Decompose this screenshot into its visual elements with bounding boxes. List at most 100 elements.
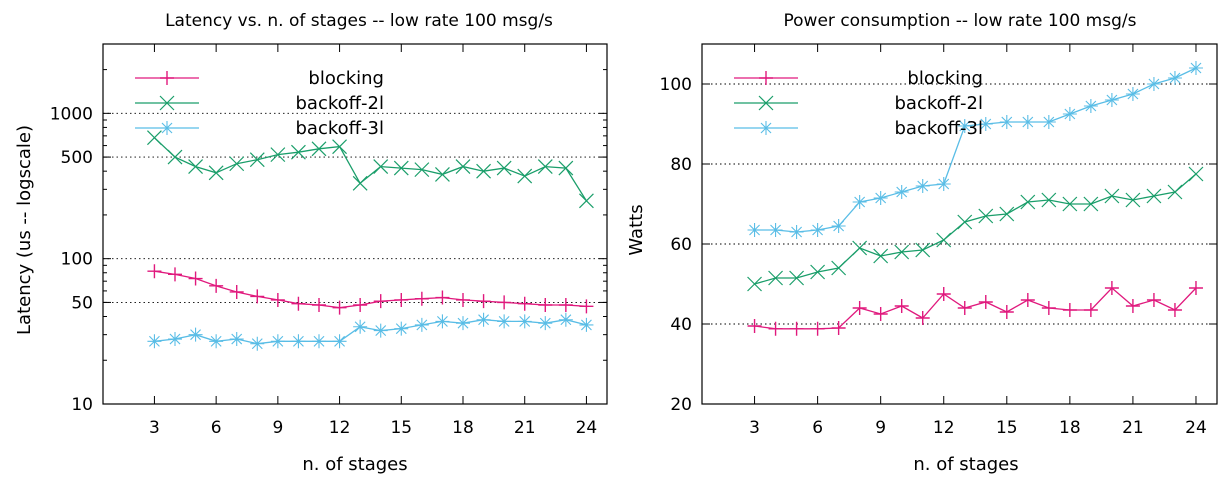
- x-tick-label: 18: [452, 418, 474, 438]
- chart-panel-2: Power consumption -- low rate 100 msg/s 2…: [626, 11, 1218, 475]
- x-tick-label: 12: [329, 418, 351, 438]
- series-backoff-2l: [747, 166, 1204, 292]
- data-point-backoff-3l: [1083, 99, 1098, 113]
- x-tick-label: 18: [1059, 418, 1081, 438]
- y-tick-label: 20: [670, 395, 692, 415]
- x-tick-label: 21: [514, 418, 536, 438]
- data-point-backoff-3l: [209, 334, 224, 349]
- data-point-backoff-3l: [852, 195, 867, 209]
- data-point-backoff-3l: [579, 317, 594, 332]
- data-point-backoff-2l: [249, 152, 265, 168]
- data-point-backoff-3l: [353, 319, 368, 334]
- data-point-blocking: [353, 297, 368, 312]
- y-axis-label: Watts: [626, 204, 647, 255]
- data-point-blocking: [558, 297, 573, 312]
- x-tick-label: 24: [576, 418, 598, 438]
- data-point-backoff-3l: [873, 191, 888, 205]
- data-point-backoff-3l: [789, 225, 804, 239]
- data-point-backoff-3l: [168, 332, 182, 347]
- data-point-blocking: [831, 321, 846, 335]
- x-tick-label: 3: [149, 418, 160, 438]
- data-point-blocking: [168, 267, 182, 282]
- data-point-backoff-2l: [455, 159, 471, 175]
- data-point-backoff-3l: [188, 327, 203, 342]
- data-point-backoff-2l: [393, 160, 409, 176]
- data-point-backoff-2l: [147, 130, 162, 146]
- data-point-backoff-2l: [1062, 196, 1078, 212]
- data-point-blocking: [915, 311, 930, 325]
- series-backoff-2l: [147, 130, 594, 209]
- data-point-blocking: [291, 296, 306, 311]
- data-point-backoff-2l: [915, 242, 931, 258]
- data-point-blocking: [810, 321, 825, 336]
- data-point-backoff-2l: [978, 208, 994, 224]
- data-point-blocking: [768, 321, 783, 336]
- data-point-backoff-3l: [936, 177, 951, 191]
- data-point-blocking: [1020, 293, 1035, 307]
- data-point-blocking: [1083, 303, 1098, 317]
- data-point-blocking: [538, 297, 553, 312]
- data-point-backoff-3l: [373, 323, 388, 338]
- x-axis-label: n. of stages: [913, 454, 1018, 475]
- data-point-backoff-2l: [810, 264, 826, 280]
- data-point-blocking: [1167, 303, 1182, 317]
- x-tick-label: 12: [933, 418, 955, 438]
- data-point-backoff-2l: [999, 206, 1015, 222]
- legend-marker-blocking: [160, 71, 174, 85]
- data-point-backoff-3l: [1041, 115, 1056, 129]
- data-point-blocking: [789, 321, 804, 336]
- x-tick-label: 9: [272, 418, 283, 438]
- data-point-backoff-3l: [915, 179, 930, 193]
- data-point-blocking: [270, 292, 285, 307]
- y-tick-label: 100: [660, 75, 692, 95]
- x-tick-label: 15: [390, 418, 412, 438]
- data-point-blocking: [435, 290, 450, 305]
- data-point-blocking: [579, 299, 594, 314]
- data-point-backoff-2l: [229, 156, 245, 172]
- data-point-blocking: [188, 271, 203, 286]
- chart-title: Latency vs. n. of stages -- low rate 100…: [165, 11, 553, 31]
- data-point-blocking: [1146, 293, 1161, 307]
- data-point-blocking: [1041, 301, 1056, 315]
- data-point-backoff-3l: [332, 334, 347, 349]
- data-point-blocking: [517, 296, 532, 311]
- data-point-backoff-3l: [1188, 61, 1203, 75]
- data-point-backoff-3l: [1125, 87, 1140, 101]
- data-point-blocking: [957, 301, 972, 315]
- x-tick-label: 6: [812, 418, 823, 438]
- data-point-backoff-2l: [768, 270, 783, 286]
- data-point-backoff-2l: [747, 276, 762, 292]
- data-point-backoff-2l: [414, 162, 430, 178]
- data-point-blocking: [1062, 303, 1077, 317]
- legend-marker-backoff-2l: [159, 95, 175, 111]
- data-point-backoff-3l: [1104, 93, 1119, 107]
- data-point-backoff-3l: [1167, 71, 1182, 85]
- data-point-blocking: [873, 307, 888, 321]
- data-point-blocking: [1188, 281, 1203, 295]
- legend: blocking backoff-2l backoff-3l: [135, 68, 384, 139]
- data-point-blocking: [852, 301, 867, 315]
- y-tick-label: 80: [670, 155, 692, 175]
- data-point-backoff-2l: [789, 270, 805, 286]
- plot-frame: [701, 43, 1218, 405]
- x-tick-label: 15: [996, 418, 1018, 438]
- data-point-backoff-2l: [476, 163, 491, 179]
- data-point-backoff-2l: [1167, 184, 1183, 200]
- data-point-backoff-2l: [1104, 188, 1120, 204]
- data-point-backoff-2l: [873, 248, 889, 264]
- data-point-blocking: [894, 299, 909, 313]
- legend-label: blocking: [907, 68, 983, 89]
- data-point-backoff-3l: [250, 336, 265, 351]
- plot-frame: [102, 43, 608, 405]
- legend-label: backoff-2l: [296, 93, 385, 114]
- data-point-backoff-2l: [579, 193, 594, 209]
- data-point-backoff-3l: [435, 314, 450, 329]
- data-point-backoff-3l: [558, 312, 573, 327]
- data-point-backoff-2l: [1188, 166, 1204, 182]
- series-blocking: [147, 264, 594, 315]
- x-tick-label: 21: [1122, 418, 1144, 438]
- data-point-blocking: [373, 294, 388, 309]
- y-tick-label: 1000: [50, 104, 93, 124]
- data-point-blocking: [312, 297, 326, 312]
- series-line-backoff-3l: [754, 67, 1197, 233]
